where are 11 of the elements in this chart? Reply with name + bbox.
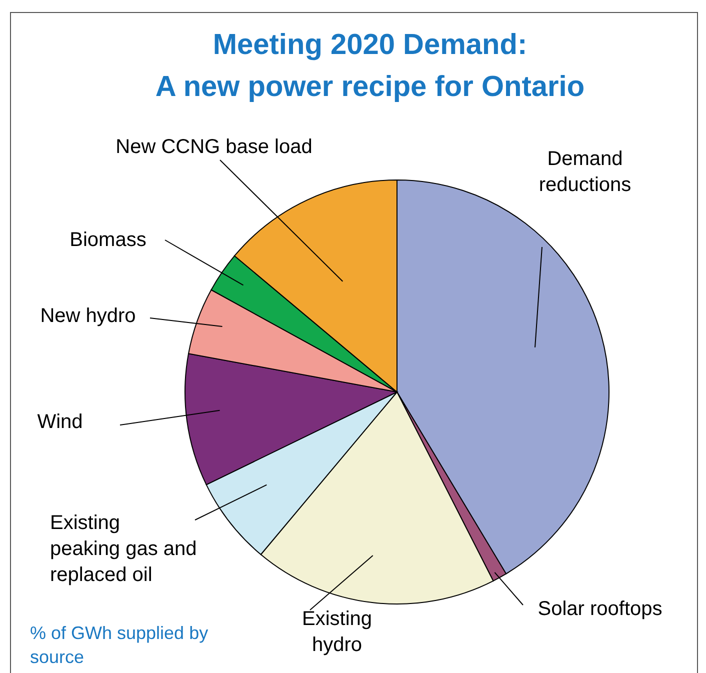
slice-label: Demand reductions bbox=[538, 148, 632, 196]
slice-label: New hydro bbox=[40, 305, 136, 327]
slice-label: Existing hydro bbox=[302, 608, 372, 656]
slice-label: Biomass bbox=[70, 229, 146, 251]
slice-label: Existing peaking gas and replaced oil bbox=[50, 512, 197, 586]
chart-subtitle: A new power recipe for Ontario bbox=[154, 70, 586, 105]
slice-label: Solar rooftops bbox=[538, 598, 662, 620]
chart-title: Meeting 2020 Demand: bbox=[212, 28, 528, 63]
legend-label: Wind bbox=[37, 411, 83, 433]
slice-label: New CCNG base load bbox=[116, 136, 312, 158]
text: % of GWh supplied by source bbox=[30, 622, 210, 669]
